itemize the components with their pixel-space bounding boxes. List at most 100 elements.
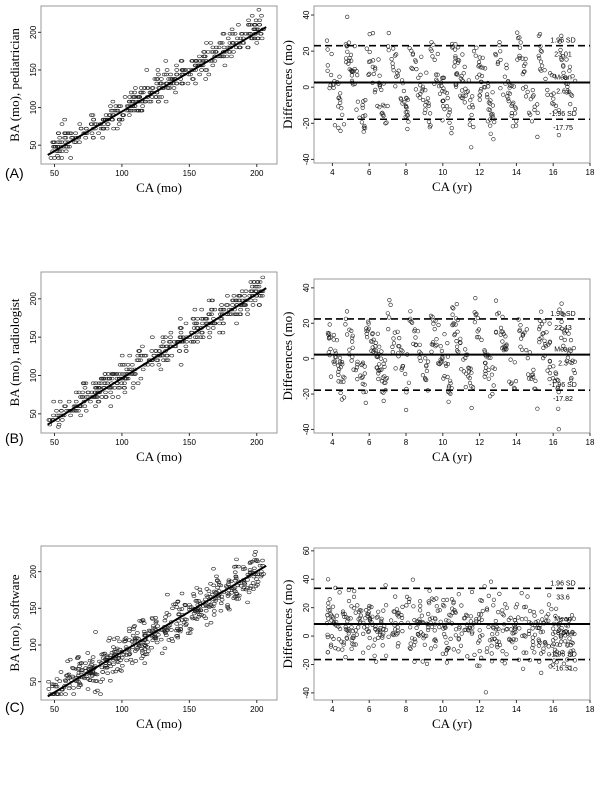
data-point (216, 583, 222, 587)
data-point (225, 294, 230, 298)
data-point (375, 614, 380, 619)
data-point (517, 45, 523, 50)
points-group (46, 550, 266, 696)
data-point (221, 54, 226, 59)
data-point (329, 634, 335, 639)
data-point (389, 618, 394, 623)
x-tick-label: 18 (586, 168, 595, 177)
data-point (129, 90, 134, 95)
data-point (426, 101, 431, 106)
data-point (476, 59, 482, 65)
data-point (152, 634, 158, 639)
data-point (411, 341, 416, 347)
data-point (116, 117, 122, 122)
data-point (405, 126, 410, 132)
data-point (390, 61, 395, 66)
data-point (116, 104, 122, 108)
data-point (504, 652, 509, 657)
data-point (405, 109, 410, 115)
data-point (259, 294, 265, 298)
data-point (221, 45, 227, 50)
data-point (209, 307, 214, 312)
data-point (395, 611, 400, 616)
data-point (559, 633, 564, 638)
data-point (178, 330, 184, 335)
data-point (366, 610, 372, 615)
data-point (79, 668, 84, 673)
data-point (353, 628, 358, 633)
data-point (386, 634, 391, 639)
data-point (488, 355, 493, 360)
data-point (236, 597, 241, 601)
data-point (144, 68, 150, 72)
data-point (349, 68, 354, 74)
data-point (189, 340, 194, 344)
data-point (176, 612, 182, 616)
data-point (394, 52, 399, 57)
data-point (156, 363, 162, 367)
x-tick-label: 6 (367, 438, 372, 447)
data-point (327, 85, 332, 91)
data-point (500, 648, 505, 654)
data-point (154, 640, 160, 645)
data-point (414, 625, 419, 631)
data-point (466, 365, 471, 370)
data-point (567, 68, 572, 73)
data-point (381, 608, 386, 613)
data-point (171, 86, 177, 90)
data-point (248, 280, 254, 284)
data-point (498, 325, 504, 331)
data-point (539, 335, 544, 340)
x-tick-label: 150 (183, 169, 197, 178)
data-point (490, 103, 496, 108)
panel-label: (B) (5, 430, 24, 446)
data-point (174, 605, 180, 609)
data-point (410, 577, 416, 582)
data-point (362, 382, 367, 387)
x-tick-label: 12 (475, 705, 484, 714)
data-point (383, 627, 389, 633)
data-point (565, 355, 571, 360)
data-point (219, 598, 225, 602)
data-point (519, 590, 524, 596)
data-point (469, 112, 474, 118)
data-point (121, 386, 127, 390)
x-tick-label: 18 (586, 705, 595, 714)
data-point (537, 659, 542, 664)
data-point (213, 50, 218, 54)
data-point (155, 68, 161, 72)
data-point (457, 58, 462, 63)
data-point (338, 128, 343, 133)
data-point (137, 619, 142, 623)
data-point (65, 659, 70, 663)
data-point (377, 105, 382, 110)
data-point (331, 337, 336, 342)
y-tick-label: 20 (302, 318, 311, 327)
data-point (237, 45, 242, 50)
data-point (71, 686, 76, 690)
line-value: 22.43 (554, 325, 572, 332)
data-point (238, 36, 243, 41)
data-point (96, 381, 102, 385)
data-point (234, 312, 240, 316)
data-point (115, 126, 120, 131)
data-point (73, 140, 79, 144)
x-tick-label: 50 (50, 438, 59, 447)
data-point (412, 617, 417, 623)
data-point (176, 628, 182, 633)
data-point (444, 103, 450, 109)
data-point (490, 632, 495, 637)
data-point (345, 332, 350, 337)
data-point (448, 381, 453, 386)
data-point (449, 597, 455, 602)
y-tick-label: 50 (29, 140, 38, 149)
data-point (325, 63, 330, 68)
data-point (152, 636, 157, 640)
data-point (238, 307, 243, 312)
data-point (487, 638, 493, 643)
data-point (214, 574, 219, 578)
data-point (157, 95, 162, 99)
data-point (98, 692, 103, 696)
data-point (503, 344, 508, 349)
y-axis-title: Differences (mo) (280, 580, 295, 669)
